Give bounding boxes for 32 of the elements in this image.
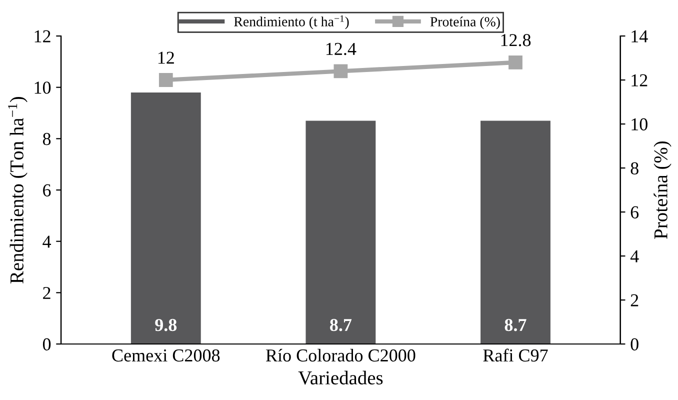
data-label: 12.4 <box>326 42 356 56</box>
y-tick-label: 12 <box>34 30 50 42</box>
y2-tick-label: 8 <box>630 162 638 174</box>
data-label: 8.7 <box>330 318 352 332</box>
y-tick-label: 10 <box>34 82 51 94</box>
data-label: 12.8 <box>501 34 531 46</box>
point <box>334 64 348 78</box>
data-label: 9.8 <box>155 318 177 332</box>
data-label: 12 <box>158 52 174 64</box>
y2-tick-label: 0 <box>630 338 638 350</box>
legend-label: Rendimiento (t ha$^{−1}$) <box>234 15 349 30</box>
x-axis-title: Variedades <box>298 370 383 385</box>
y2-tick-label: 4 <box>630 250 639 262</box>
legend-label: Proteína (%) <box>430 16 500 30</box>
point <box>158 73 173 87</box>
y-tick-label: 8 <box>42 132 51 146</box>
data-label: 8.7 <box>504 318 526 332</box>
y2-tick-label: 14 <box>632 30 648 42</box>
x-tick-label: Cemexi C2008 <box>112 349 220 362</box>
point <box>508 55 522 70</box>
y-tick-label: 0 <box>42 338 51 350</box>
y-tick-label: 2 <box>43 286 50 299</box>
x-tick-label: Río Colorado C2000 <box>266 348 416 362</box>
y2-tick-label: 2 <box>630 294 638 306</box>
y-axis-title: Rendimiento (Ton ha$^{−1}$) <box>8 96 28 284</box>
y2-tick-label: 6 <box>630 206 639 218</box>
x-tick-label: Rafi C97 <box>483 348 548 362</box>
y2-tick-label: 12 <box>632 74 648 86</box>
y2-axis-title: Proteína (%) <box>654 141 672 239</box>
y-tick-label: 4 <box>42 236 52 248</box>
y-tick-label: 6 <box>43 184 51 196</box>
y2-tick-label: 10 <box>632 118 648 130</box>
